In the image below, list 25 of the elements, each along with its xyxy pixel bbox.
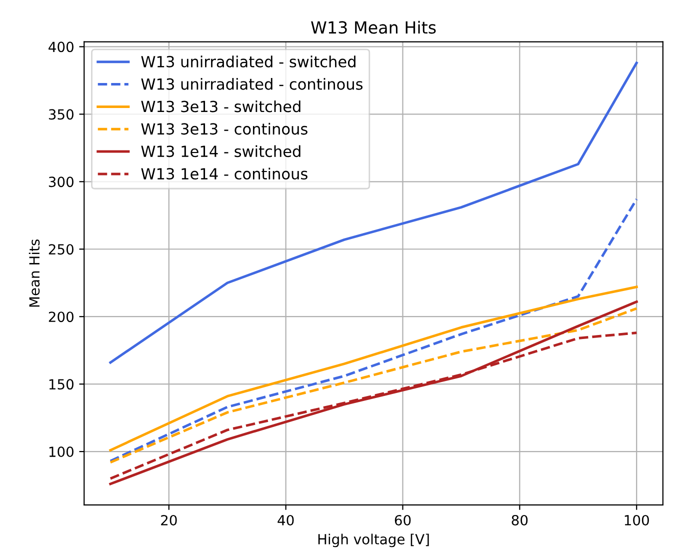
legend-label: W13 3e13 - continous <box>141 122 308 135</box>
y-tick-label: 250 <box>48 244 74 255</box>
legend-label: W13 1e14 - continous <box>141 168 308 180</box>
legend-label: W13 1e14 - switched <box>141 145 300 158</box>
y-axis-title: Mean Hits <box>28 239 40 307</box>
y-tick-label: 100 <box>49 446 74 458</box>
x-tick-label: 60 <box>394 514 411 526</box>
y-tick-label: 200 <box>48 312 74 322</box>
line-series <box>109 286 638 452</box>
x-tick-label: 80 <box>512 514 528 526</box>
x-tick-label: 100 <box>624 514 649 526</box>
line-series <box>109 198 638 462</box>
x-axis-title: High voltage [V] <box>318 534 429 548</box>
line-series <box>109 307 638 464</box>
legend-label: W13 unirradiated - continous <box>141 78 363 90</box>
x-tick-label: 40 <box>278 514 294 526</box>
y-tick-label: 350 <box>48 109 74 120</box>
chart-title: W13 Mean Hits <box>311 20 436 34</box>
x-tick-label: 20 <box>161 514 177 526</box>
legend-label: W13 3e13 - switched <box>141 100 300 112</box>
line-series <box>109 300 638 486</box>
y-tick-label: 400 <box>48 42 74 52</box>
y-tick-label: 150 <box>49 379 74 390</box>
y-tick-label: 300 <box>48 176 74 188</box>
legend-label: W13 unirradiated - switched <box>141 56 356 68</box>
